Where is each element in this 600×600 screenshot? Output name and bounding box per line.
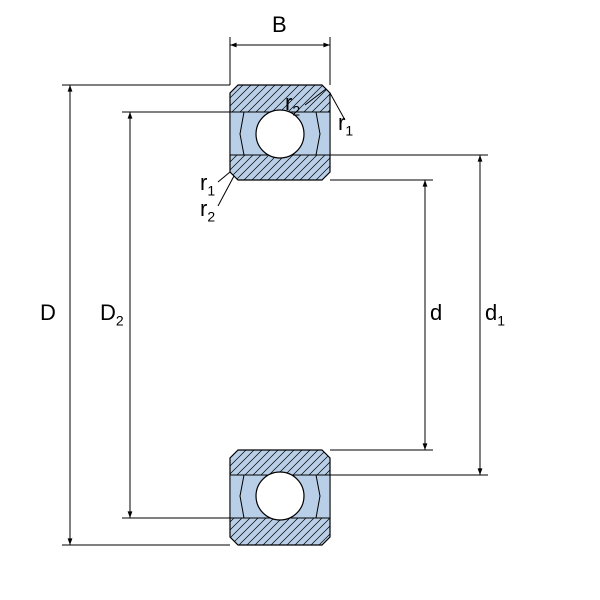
label-r1-top: r1 — [338, 110, 353, 138]
label-D2: D2 — [100, 300, 124, 328]
label-d: d — [430, 300, 442, 326]
label-D: D — [40, 300, 56, 326]
label-B: B — [272, 12, 287, 38]
label-d1: d1 — [485, 300, 505, 328]
bearing-diagram: B D D2 d d1 r2 r1 r1 r2 — [0, 0, 600, 600]
label-r1-mid: r1 — [200, 170, 215, 198]
label-r2-top: r2 — [285, 90, 300, 118]
label-r2-mid: r2 — [200, 196, 215, 224]
